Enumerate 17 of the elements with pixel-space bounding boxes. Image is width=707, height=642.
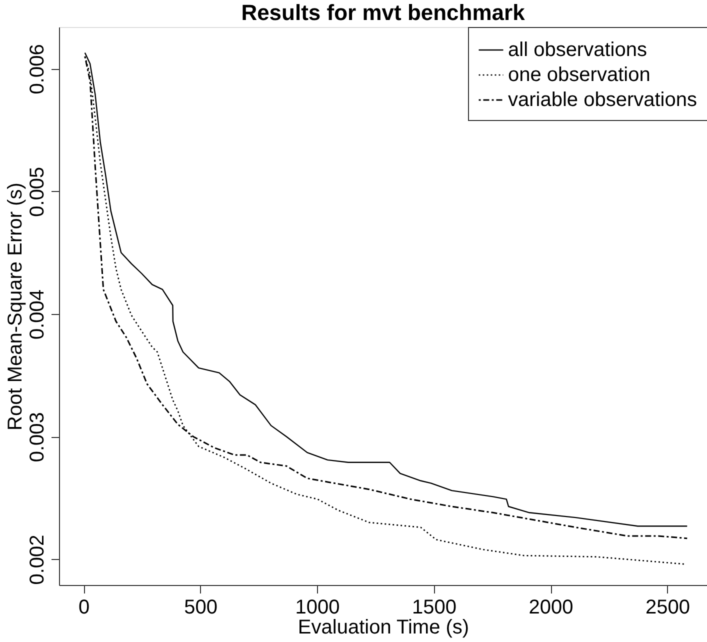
y-tick-label: 0.006 <box>26 44 48 94</box>
y-tick-label: 0.002 <box>26 534 48 585</box>
x-tick-label: 2500 <box>646 596 690 618</box>
legend-label: variable observations <box>508 89 697 111</box>
y-axis-title: Root Mean-Square Error (s) <box>4 182 26 430</box>
x-tick-label: 0 <box>78 596 90 618</box>
y-tick-label: 0.003 <box>26 412 48 462</box>
x-tick-label: 1000 <box>295 596 340 618</box>
y-tick-label: 0.004 <box>26 289 48 340</box>
chart-title: Results for mvt benchmark <box>241 0 526 25</box>
legend-label: one observation <box>508 64 650 86</box>
y-tick-label: 0.005 <box>26 166 48 217</box>
x-tick-label: 500 <box>184 596 218 618</box>
x-axis-title: Evaluation Time (s) <box>298 616 470 638</box>
legend-label: all observations <box>508 39 647 61</box>
x-tick-label: 2000 <box>528 596 574 618</box>
x-tick-label: 1500 <box>412 596 457 618</box>
